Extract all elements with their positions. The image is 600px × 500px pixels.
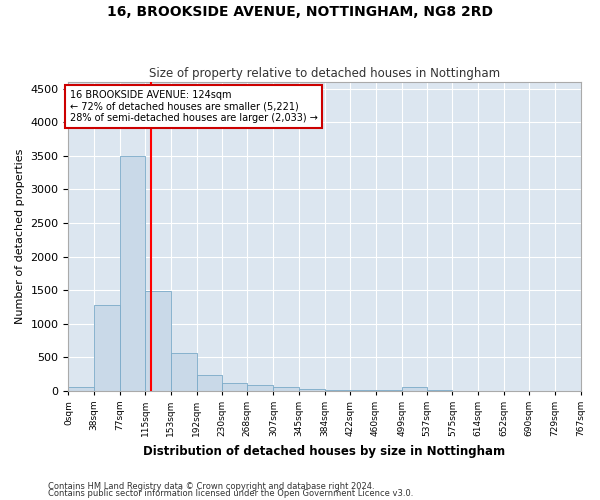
Bar <box>170 352 197 391</box>
Bar <box>222 383 247 391</box>
Text: Contains HM Land Registry data © Crown copyright and database right 2024.: Contains HM Land Registry data © Crown c… <box>48 482 374 491</box>
Bar <box>299 389 325 391</box>
Text: 16, BROOKSIDE AVENUE, NOTTINGHAM, NG8 2RD: 16, BROOKSIDE AVENUE, NOTTINGHAM, NG8 2R… <box>107 5 493 19</box>
Text: 16 BROOKSIDE AVENUE: 124sqm
← 72% of detached houses are smaller (5,221)
28% of : 16 BROOKSIDE AVENUE: 124sqm ← 72% of det… <box>70 90 317 124</box>
Bar <box>274 388 299 391</box>
Bar <box>68 388 94 391</box>
Text: Contains public sector information licensed under the Open Government Licence v3: Contains public sector information licen… <box>48 489 413 498</box>
Y-axis label: Number of detached properties: Number of detached properties <box>15 148 25 324</box>
Bar <box>247 386 274 391</box>
Bar <box>325 390 350 391</box>
Bar <box>350 390 376 391</box>
X-axis label: Distribution of detached houses by size in Nottingham: Distribution of detached houses by size … <box>143 444 506 458</box>
Title: Size of property relative to detached houses in Nottingham: Size of property relative to detached ho… <box>149 66 500 80</box>
Bar <box>197 374 222 391</box>
Bar <box>120 156 145 391</box>
Bar <box>145 292 170 391</box>
Bar <box>94 305 120 391</box>
Bar <box>401 387 427 391</box>
